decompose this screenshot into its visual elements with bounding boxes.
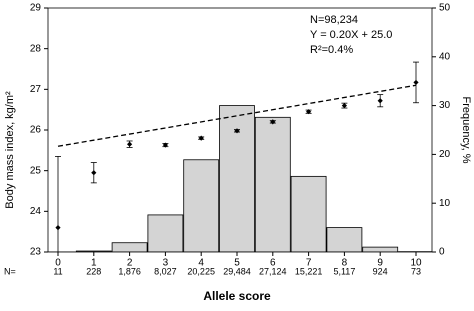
- y-tick-label: 26: [30, 125, 42, 136]
- n-row-label: N=: [4, 266, 16, 276]
- y2-tick-label: 30: [439, 100, 451, 111]
- bar: [291, 176, 326, 252]
- y-tick-label: 27: [30, 84, 42, 95]
- annotation: N=98,234: [310, 14, 358, 26]
- bar: [112, 243, 147, 252]
- annotation: R²=0.4%: [310, 44, 353, 56]
- y2-axis-label: Frequency, %: [460, 96, 472, 163]
- y2-tick-label: 40: [439, 51, 451, 62]
- bar: [184, 160, 219, 252]
- point: [413, 80, 418, 85]
- n-value: 8,027: [154, 266, 177, 276]
- point: [91, 170, 96, 175]
- n-value: 1,876: [118, 266, 141, 276]
- n-value: 5,117: [333, 266, 355, 276]
- n-value: 27,124: [259, 266, 287, 276]
- x-axis-label: Allele score: [203, 289, 271, 303]
- annotation: Y = 0.20X + 25.0: [310, 29, 392, 41]
- point: [378, 98, 383, 103]
- y-tick-label: 29: [30, 3, 42, 14]
- point: [199, 136, 204, 141]
- n-value: 15,221: [295, 266, 323, 276]
- y2-tick-label: 10: [439, 198, 451, 209]
- n-value: 73: [411, 266, 421, 276]
- n-value: 228: [86, 266, 101, 276]
- point: [127, 142, 132, 147]
- bar: [255, 117, 290, 252]
- point: [342, 103, 347, 108]
- bar: [327, 228, 362, 252]
- n-value: 20,225: [187, 266, 215, 276]
- y2-tick-label: 50: [439, 3, 451, 14]
- bar: [148, 215, 183, 252]
- y-tick-label: 23: [30, 247, 42, 258]
- y2-tick-label: 20: [439, 149, 451, 160]
- y-tick-label: 24: [30, 206, 42, 217]
- y-tick-label: 28: [30, 43, 42, 54]
- y-axis-label: Body mass index, kg/m²: [4, 91, 16, 209]
- bar: [220, 106, 255, 252]
- point: [55, 225, 60, 230]
- y2-tick-label: 0: [439, 247, 445, 258]
- bar: [363, 247, 398, 252]
- n-value: 29,484: [223, 266, 251, 276]
- n-value: 924: [373, 266, 388, 276]
- y-tick-label: 25: [30, 165, 42, 176]
- n-value: 11: [53, 266, 62, 276]
